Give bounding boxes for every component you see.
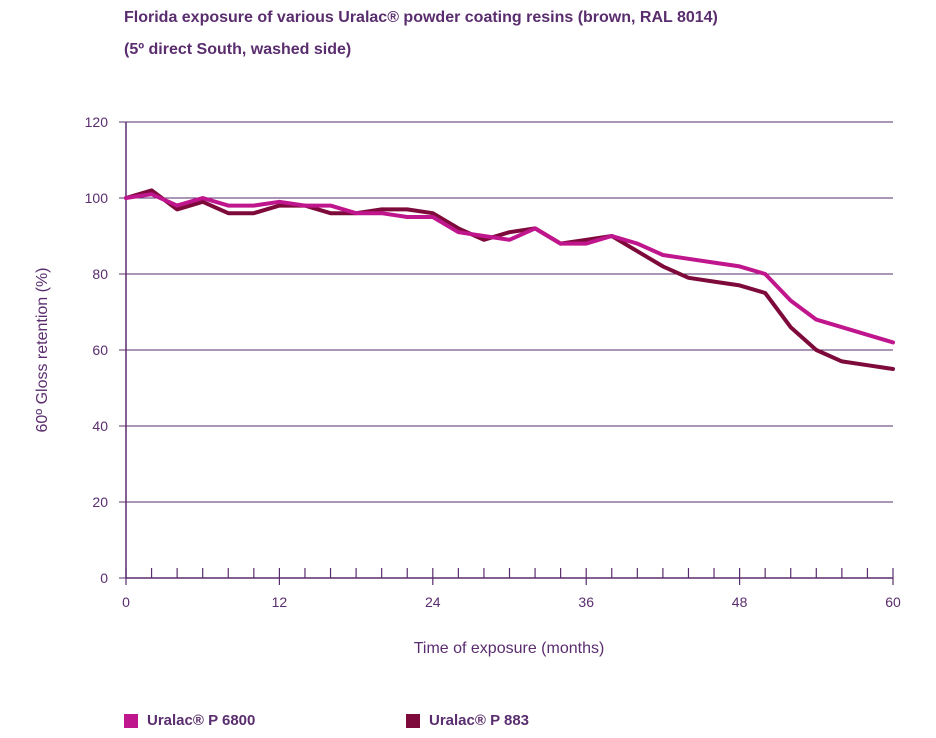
- y-tick-label: 80: [92, 266, 108, 282]
- x-tick-label: 60: [885, 594, 901, 610]
- x-axis-label: Time of exposure (months): [414, 640, 605, 657]
- legend-swatch-p883: [406, 713, 420, 728]
- series-line-p6800: [124, 192, 895, 345]
- y-axis-label: 60º Gloss retention (%): [34, 267, 51, 432]
- legend-label-p883: Uralac® P 883: [429, 712, 530, 729]
- chart-subtitle: (5º direct South, washed side): [124, 41, 352, 58]
- x-tick-label: 12: [272, 594, 288, 610]
- legend-item-p883: Uralac® P 883: [406, 712, 529, 729]
- legend-label-p6800: Uralac® P 6800: [147, 712, 256, 729]
- y-tick-label: 100: [85, 190, 109, 206]
- y-tick-label: 60: [92, 342, 108, 358]
- y-tick-label: 0: [100, 570, 108, 586]
- x-tick-label: 48: [732, 594, 748, 610]
- series-lines: [124, 188, 895, 371]
- x-tick-label: 0: [122, 594, 130, 610]
- y-tick-label: 40: [92, 418, 108, 434]
- x-tick-label: 36: [578, 594, 594, 610]
- series-line-p883: [124, 188, 895, 371]
- axes: [119, 121, 894, 585]
- x-tick-label: 24: [425, 594, 441, 610]
- legend-item-p6800: Uralac® P 6800: [124, 712, 255, 729]
- grid-lines: [126, 121, 893, 503]
- x-tick-labels: 0 12 24 36 48 60: [122, 594, 901, 610]
- y-tick-labels: 0 20 40 60 80 100 120: [85, 114, 109, 586]
- chart-title: Florida exposure of various Uralac® powd…: [124, 9, 718, 26]
- y-tick-label: 20: [92, 494, 108, 510]
- y-tick-label: 120: [85, 114, 109, 130]
- legend-swatch-p6800: [124, 713, 138, 728]
